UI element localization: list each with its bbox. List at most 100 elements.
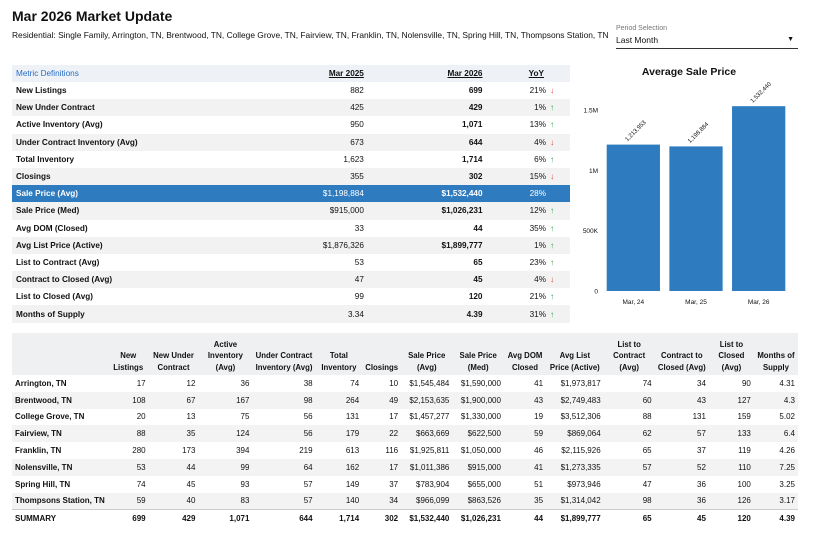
table-row[interactable]: College Grove, TN 20 13 75 56 131 17 $1,457,277…	[12, 408, 798, 426]
metric-name: New Listings	[16, 86, 67, 96]
summary-cell: 120	[708, 509, 754, 528]
table-cell: 4.26	[753, 442, 798, 459]
col-mar-2025[interactable]: Mar 2025	[249, 65, 368, 82]
table-cell: $1,011,386	[401, 458, 453, 476]
metric-value-2026: $1,532,440	[367, 185, 487, 203]
chevron-down-icon[interactable]: ▼	[787, 36, 794, 43]
metric-value-2025: 33	[354, 223, 364, 233]
metric-yoy: 13%	[529, 120, 546, 130]
metric-row[interactable]: Active Inventory (Avg) 950 1,071 13% ↑	[12, 116, 570, 133]
table-row[interactable]: Fairview, TN 88 35 124 56 179 22 $663,669 $622,5…	[12, 425, 798, 443]
metric-row[interactable]: Sale Price (Med) $915,000 $1,026,231 12% ↑	[12, 202, 570, 220]
col-yoy[interactable]: YoY	[486, 65, 548, 82]
metric-value-2025: 425	[249, 99, 368, 117]
table-cell: 62	[603, 425, 655, 443]
trend-empty	[548, 185, 570, 203]
metric-row[interactable]: Months of Supply 3.34 4.39 31% ↑	[12, 305, 570, 323]
metric-row[interactable]: Avg DOM (Closed) 33 44 35% ↑	[12, 220, 570, 237]
metric-yoy: 6%	[534, 154, 546, 164]
metric-value-2025: 53	[354, 257, 364, 267]
table-cell: $869,064	[546, 425, 604, 443]
page-title: Mar 2026 Market Update	[12, 8, 173, 24]
table-cell: 52	[654, 458, 709, 476]
metric-name: Contract to Closed (Avg)	[12, 271, 250, 289]
table-cell: 60	[603, 391, 655, 409]
table-row[interactable]: Brentwood, TN 108 67 167 98 264 49 $2,153,635 $1…	[12, 391, 798, 409]
metric-value-2026: 1,071	[462, 120, 483, 130]
metric-row[interactable]: Sale Price (Avg) $1,198,884 $1,532,440 28%	[12, 185, 570, 203]
table-cell: 10	[362, 375, 402, 392]
table-cell: 57	[252, 492, 316, 510]
metric-row[interactable]: Avg List Price (Active) $1,876,326 $1,899,…	[12, 236, 570, 254]
col-header[interactable]: Sale Price (Med)	[452, 333, 504, 375]
table-row[interactable]: Thompsons Station, TN 59 40 83 57 140 34 $966,0…	[12, 492, 798, 510]
col-header[interactable]: Under Contract Inventory (Avg)	[252, 333, 316, 375]
col-header[interactable]: Closings	[362, 333, 402, 375]
metric-row[interactable]: New Under Contract 425 429 1% ↑	[12, 99, 570, 117]
table-row[interactable]: Arrington, TN 17 12 36 38 74 10 $1,545,484 $1,59…	[12, 375, 798, 392]
period-dropdown[interactable]: Last Month ▼	[616, 34, 798, 49]
arrow-up-icon: ↑	[548, 236, 570, 254]
col-header[interactable]: New Under Contract	[148, 333, 199, 375]
col-header[interactable]: List to Contract (Avg)	[603, 333, 655, 375]
table-row[interactable]: Nolensville, TN 53 44 99 64 162 17 $1,011,386 $9…	[12, 458, 798, 476]
arrow-up-icon: ↑	[548, 305, 570, 323]
metric-definitions-link[interactable]: Metric Definitions	[12, 65, 250, 82]
metric-value-2026: 1,714	[462, 154, 483, 164]
col-header[interactable]: Contract to Closed (Avg)	[654, 333, 709, 375]
col-header[interactable]: Avg List Price (Active)	[546, 333, 604, 375]
summary-cell: 644	[252, 509, 316, 528]
col-header[interactable]: Total Inventory	[315, 333, 363, 375]
metric-yoy: 12%	[486, 202, 548, 220]
table-header-row: New Listings New Under Contract Active Inv…	[12, 333, 798, 375]
x-tick-label: Mar, 26	[748, 299, 770, 306]
col-header[interactable]: Months of Supply	[753, 333, 798, 375]
table-cell: 67	[148, 391, 199, 409]
table-cell: $1,273,335	[546, 458, 604, 476]
table-row[interactable]: Spring Hill, TN 74 45 93 57 149 37 $783,904 $655…	[12, 475, 798, 493]
table-cell: 41	[503, 375, 547, 392]
col-header[interactable]: New Listings	[107, 333, 149, 375]
metric-yoy: 4%	[486, 271, 548, 289]
table-cell: 44	[148, 458, 199, 476]
table-cell: 35	[503, 492, 547, 510]
metric-value-2025: $1,876,326	[249, 236, 368, 254]
col-header[interactable]: Active Inventory (Avg)	[198, 333, 253, 375]
y-tick-label: 0	[594, 289, 598, 296]
col-header[interactable]: Sale Price (Avg)	[401, 333, 453, 375]
table-cell: 131	[654, 408, 709, 426]
table-cell: $1,314,042	[546, 492, 604, 510]
chart-svg: 0 500K 1M 1.5M 1,213,953 Mar, 24 1,198,884 Mar,…	[583, 81, 786, 306]
table-cell: $2,153,635	[401, 391, 453, 409]
col-header[interactable]: Avg DOM Closed	[503, 333, 547, 375]
metric-row[interactable]: Closings 355 302 15% ↓	[12, 167, 570, 186]
table-cell: 64	[252, 458, 316, 476]
metric-value-2025: 3.34	[249, 305, 368, 323]
summary-cell: 1,714	[315, 509, 363, 528]
table-cell: 173	[148, 442, 199, 459]
table-cell: 127	[708, 391, 754, 409]
table-cell: 88	[107, 425, 149, 443]
metric-value-2025: 882	[350, 86, 364, 96]
metric-row[interactable]: List to Closed (Avg) 99 120 21% ↑	[12, 288, 570, 305]
summary-cell: 65	[603, 509, 655, 528]
table-cell: $966,099	[401, 492, 453, 510]
summary-row: SUMMARY 699 429 1,071 644 1,714 302 $1,532,440 $…	[12, 509, 798, 528]
metric-yoy: 4%	[486, 133, 548, 151]
metric-row[interactable]: Contract to Closed (Avg) 47 45 4% ↓	[12, 271, 570, 289]
table-cell: 17	[362, 408, 402, 426]
summary-cell: 44	[503, 509, 547, 528]
metric-row[interactable]: List to Contract (Avg) 53 65 23% ↑	[12, 254, 570, 271]
metric-row[interactable]: Under Contract Inventory (Avg) 673 644 4% ↓	[12, 133, 570, 151]
average-sale-price-chart: Average Sale Price 0 500K 1M 1.5M 1,213,953 M…	[578, 62, 800, 314]
col-mar-2026[interactable]: Mar 2026	[367, 65, 487, 82]
metric-row[interactable]: New Listings 882 699 21% ↓	[12, 82, 570, 99]
col-header[interactable]: List to Closed (Avg)	[708, 333, 754, 375]
table-row[interactable]: Franklin, TN 280 173 394 219 613 116 $1,925,811…	[12, 442, 798, 459]
period-selection[interactable]: Period Selection Last Month ▼	[616, 25, 798, 49]
metric-row[interactable]: Total Inventory 1,623 1,714 6% ↑	[12, 151, 570, 168]
table-cell: 47	[603, 475, 655, 493]
summary-cell: 4.39	[753, 509, 798, 528]
table-cell: 219	[252, 442, 316, 459]
period-label: Period Selection	[616, 25, 667, 32]
